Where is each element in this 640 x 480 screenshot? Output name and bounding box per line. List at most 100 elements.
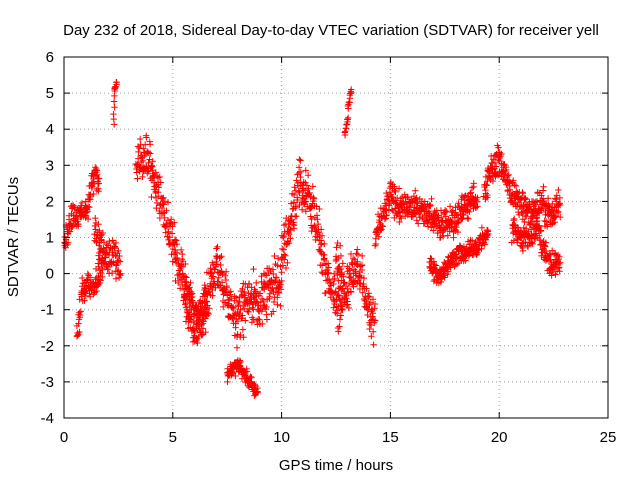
data-point: [541, 217, 548, 225]
data-point: [548, 272, 555, 279]
data-point: [225, 300, 232, 307]
data-point: [474, 203, 481, 210]
data-point: [478, 224, 486, 231]
data-point: [392, 188, 399, 196]
data-point: [302, 208, 310, 215]
data-point: [468, 184, 476, 191]
data-point: [285, 239, 293, 247]
data-point: [197, 297, 204, 304]
data-point: [242, 368, 249, 376]
data-point: [523, 213, 530, 220]
data-point: [182, 278, 189, 285]
data-point: [363, 298, 370, 305]
data-point: [253, 298, 260, 305]
data-point: [160, 201, 167, 208]
data-point: [304, 172, 312, 179]
data-point: [183, 281, 190, 289]
data-point: [206, 288, 213, 295]
data-point: [454, 228, 462, 236]
y-tick-label: 3: [46, 157, 54, 174]
data-point: [168, 230, 176, 237]
data-point: [149, 158, 156, 165]
data-point: [335, 292, 343, 300]
data-point: [457, 244, 465, 252]
data-point: [112, 239, 120, 247]
data-point: [245, 308, 252, 316]
data-point: [354, 246, 361, 253]
data-point: [187, 313, 195, 320]
data-point: [557, 213, 564, 221]
y-tick-label: 4: [46, 121, 54, 138]
data-point: [82, 292, 90, 300]
data-point: [428, 195, 435, 203]
data-point: [113, 262, 120, 269]
data-point: [460, 211, 467, 219]
data-point: [509, 177, 517, 184]
data-point: [290, 225, 298, 232]
data-point: [412, 187, 419, 194]
data-point: [330, 280, 337, 288]
data-point: [443, 265, 450, 272]
data-point: [367, 299, 375, 306]
x-tick-label: 25: [600, 429, 617, 446]
data-point: [213, 261, 221, 268]
data-point: [347, 273, 354, 281]
data-point: [79, 274, 86, 282]
data-point: [271, 252, 278, 260]
data-point: [135, 155, 142, 162]
data-point: [117, 270, 124, 277]
data-point: [213, 245, 220, 252]
data-point: [379, 222, 386, 230]
data-point: [458, 203, 465, 210]
data-point: [341, 128, 349, 135]
axis-ticks: 0 5 10 15 20 25 -4 -3 -2 -1 0 1 2 3 4 5 6: [41, 49, 617, 446]
data-point: [239, 326, 247, 333]
data-point: [135, 148, 142, 156]
data-point: [424, 220, 431, 227]
data-point: [157, 179, 164, 186]
data-point: [302, 167, 309, 174]
data-point: [254, 389, 261, 396]
data-point: [272, 278, 279, 285]
data-point: [393, 212, 400, 219]
data-point: [192, 323, 200, 331]
data-point: [223, 282, 230, 290]
data-point: [205, 305, 213, 312]
data-point: [552, 271, 559, 278]
x-axis-label: GPS time / hours: [279, 457, 393, 474]
data-point: [237, 358, 244, 366]
y-tick-label: 5: [46, 85, 54, 102]
data-point: [345, 270, 353, 278]
data-point: [255, 302, 262, 309]
y-tick-label: -2: [41, 338, 54, 355]
data-point: [354, 258, 361, 265]
data-point: [148, 163, 156, 170]
data-point: [510, 217, 517, 224]
data-point: [201, 281, 208, 289]
data-point: [184, 309, 192, 317]
data-point: [217, 261, 224, 269]
data-point: [395, 185, 403, 192]
data-point: [388, 206, 396, 213]
data-point: [179, 270, 186, 277]
data-point: [259, 320, 266, 328]
data-point: [396, 218, 403, 226]
data-point: [114, 266, 122, 274]
data-point: [219, 271, 226, 278]
data-point: [274, 301, 281, 308]
data-point: [360, 274, 368, 282]
data-point: [293, 212, 300, 220]
data-point: [524, 242, 531, 249]
data-point: [81, 297, 88, 304]
data-point: [210, 280, 217, 287]
data-point: [529, 240, 536, 248]
data-point: [75, 320, 82, 327]
data-point: [96, 227, 103, 234]
data-point: [95, 221, 102, 228]
data-point: [343, 116, 351, 123]
data-point: [86, 293, 94, 300]
data-point: [494, 172, 502, 179]
data-point: [443, 208, 450, 215]
data-point: [242, 317, 249, 324]
data-point: [333, 256, 340, 263]
